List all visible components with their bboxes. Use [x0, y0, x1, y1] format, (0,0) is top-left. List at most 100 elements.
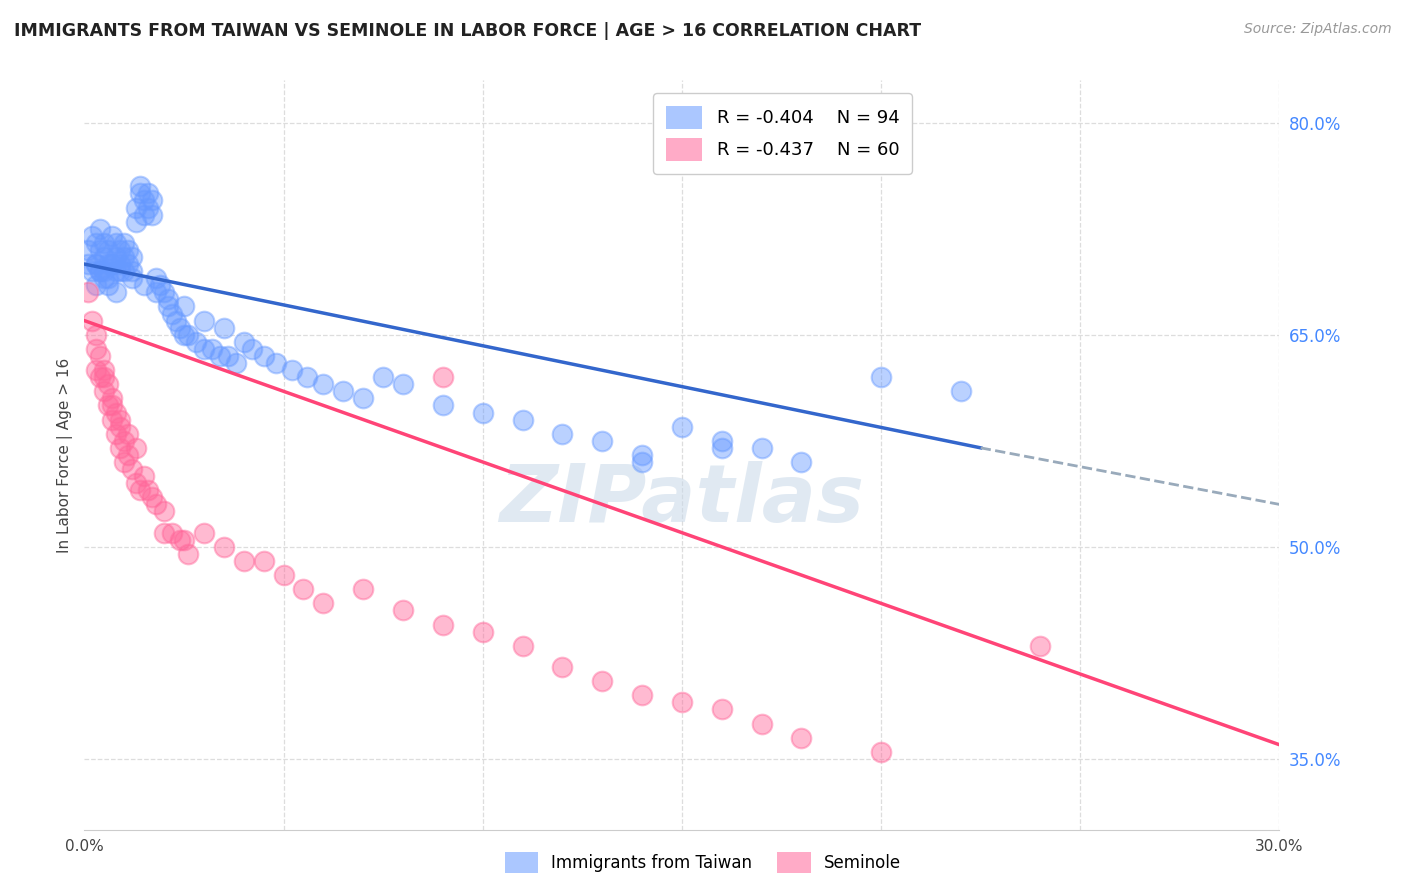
Point — [373, 370, 395, 384]
Point — [471, 405, 494, 419]
Point — [89, 243, 111, 257]
Point — [86, 257, 108, 271]
Point — [86, 235, 108, 250]
Point — [471, 624, 494, 639]
Point — [89, 349, 111, 363]
Point — [153, 504, 176, 518]
Point — [110, 441, 132, 455]
Point — [136, 201, 159, 215]
Point — [89, 221, 111, 235]
Point — [173, 300, 195, 314]
Point — [790, 455, 813, 469]
Point — [710, 441, 733, 455]
Point — [141, 194, 163, 208]
Point — [132, 194, 156, 208]
Point — [86, 257, 108, 271]
Point — [217, 349, 239, 363]
Point — [117, 243, 139, 257]
Point — [82, 313, 104, 327]
Point — [149, 278, 172, 293]
Point — [591, 434, 613, 448]
Point — [225, 356, 247, 370]
Point — [97, 278, 120, 293]
Point — [165, 313, 187, 327]
Point — [153, 525, 176, 540]
Point — [105, 285, 128, 300]
Point — [125, 201, 148, 215]
Point — [169, 320, 191, 334]
Point — [77, 285, 100, 300]
Point — [432, 370, 454, 384]
Point — [97, 399, 120, 413]
Point — [949, 384, 972, 399]
Point — [89, 264, 111, 278]
Point — [157, 293, 180, 307]
Point — [129, 483, 152, 498]
Point — [110, 257, 132, 271]
Point — [121, 462, 143, 476]
Point — [86, 327, 108, 342]
Point — [129, 179, 152, 194]
Point — [121, 250, 143, 264]
Point — [82, 264, 104, 278]
Point — [121, 264, 143, 278]
Point — [157, 300, 180, 314]
Legend: Immigrants from Taiwan, Seminole: Immigrants from Taiwan, Seminole — [498, 846, 908, 880]
Point — [89, 370, 111, 384]
Point — [86, 342, 108, 356]
Point — [117, 448, 139, 462]
Point — [145, 285, 167, 300]
Point — [136, 186, 159, 201]
Point — [86, 278, 108, 293]
Point — [112, 250, 135, 264]
Point — [101, 257, 124, 271]
Point — [110, 264, 132, 278]
Point — [121, 271, 143, 285]
Point — [89, 264, 111, 278]
Point — [208, 349, 231, 363]
Point — [117, 426, 139, 441]
Point — [671, 695, 693, 709]
Point — [232, 334, 254, 349]
Point — [253, 349, 276, 363]
Point — [117, 257, 139, 271]
Point — [173, 533, 195, 547]
Point — [129, 186, 152, 201]
Point — [193, 313, 215, 327]
Point — [551, 660, 574, 674]
Point — [101, 392, 124, 406]
Point — [591, 674, 613, 689]
Point — [153, 285, 176, 300]
Point — [82, 228, 104, 243]
Point — [105, 250, 128, 264]
Text: IMMIGRANTS FROM TAIWAN VS SEMINOLE IN LABOR FORCE | AGE > 16 CORRELATION CHART: IMMIGRANTS FROM TAIWAN VS SEMINOLE IN LA… — [14, 22, 921, 40]
Point — [93, 264, 115, 278]
Point — [352, 582, 374, 597]
Point — [112, 235, 135, 250]
Point — [136, 483, 159, 498]
Point — [671, 419, 693, 434]
Point — [232, 554, 254, 568]
Point — [93, 250, 115, 264]
Point — [790, 731, 813, 745]
Y-axis label: In Labor Force | Age > 16: In Labor Force | Age > 16 — [58, 358, 73, 552]
Point — [145, 497, 167, 511]
Point — [125, 441, 148, 455]
Point — [212, 540, 235, 554]
Point — [105, 405, 128, 419]
Text: ZIPatlas: ZIPatlas — [499, 461, 865, 539]
Point — [97, 257, 120, 271]
Point — [392, 377, 415, 392]
Point — [173, 327, 195, 342]
Point — [751, 716, 773, 731]
Point — [93, 235, 115, 250]
Point — [86, 363, 108, 377]
Point — [264, 356, 287, 370]
Point — [240, 342, 263, 356]
Point — [105, 426, 128, 441]
Point — [312, 377, 335, 392]
Point — [101, 399, 124, 413]
Point — [177, 547, 200, 561]
Point — [105, 264, 128, 278]
Point — [631, 455, 654, 469]
